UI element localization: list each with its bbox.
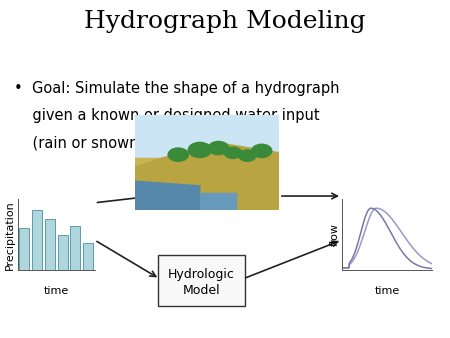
- Circle shape: [208, 141, 229, 155]
- Bar: [135, 158, 279, 210]
- Y-axis label: Precipitation: Precipitation: [5, 200, 15, 270]
- Bar: [45, 219, 55, 270]
- Text: Hydrograph Modeling: Hydrograph Modeling: [84, 10, 366, 33]
- Bar: [135, 115, 279, 167]
- Circle shape: [252, 144, 272, 158]
- Bar: [83, 243, 93, 270]
- Bar: [32, 210, 42, 270]
- Bar: [58, 235, 68, 270]
- Bar: [200, 193, 236, 210]
- Circle shape: [238, 150, 256, 161]
- Polygon shape: [135, 181, 200, 210]
- Circle shape: [188, 142, 212, 158]
- Y-axis label: flow: flow: [329, 223, 339, 246]
- Circle shape: [168, 148, 188, 161]
- Circle shape: [224, 147, 242, 159]
- Text: •  Goal: Simulate the shape of a hydrograph: • Goal: Simulate the shape of a hydrogra…: [14, 81, 339, 96]
- Text: (rain or snowmelt): (rain or snowmelt): [14, 135, 167, 150]
- Bar: [70, 226, 81, 270]
- Text: time: time: [374, 286, 400, 296]
- Polygon shape: [135, 143, 279, 210]
- Text: time: time: [44, 286, 69, 296]
- Text: given a known or designed water input: given a known or designed water input: [14, 108, 319, 123]
- Text: Hydrologic: Hydrologic: [168, 268, 235, 281]
- Text: Model: Model: [183, 284, 220, 296]
- FancyBboxPatch shape: [158, 255, 245, 306]
- Bar: [19, 228, 30, 270]
